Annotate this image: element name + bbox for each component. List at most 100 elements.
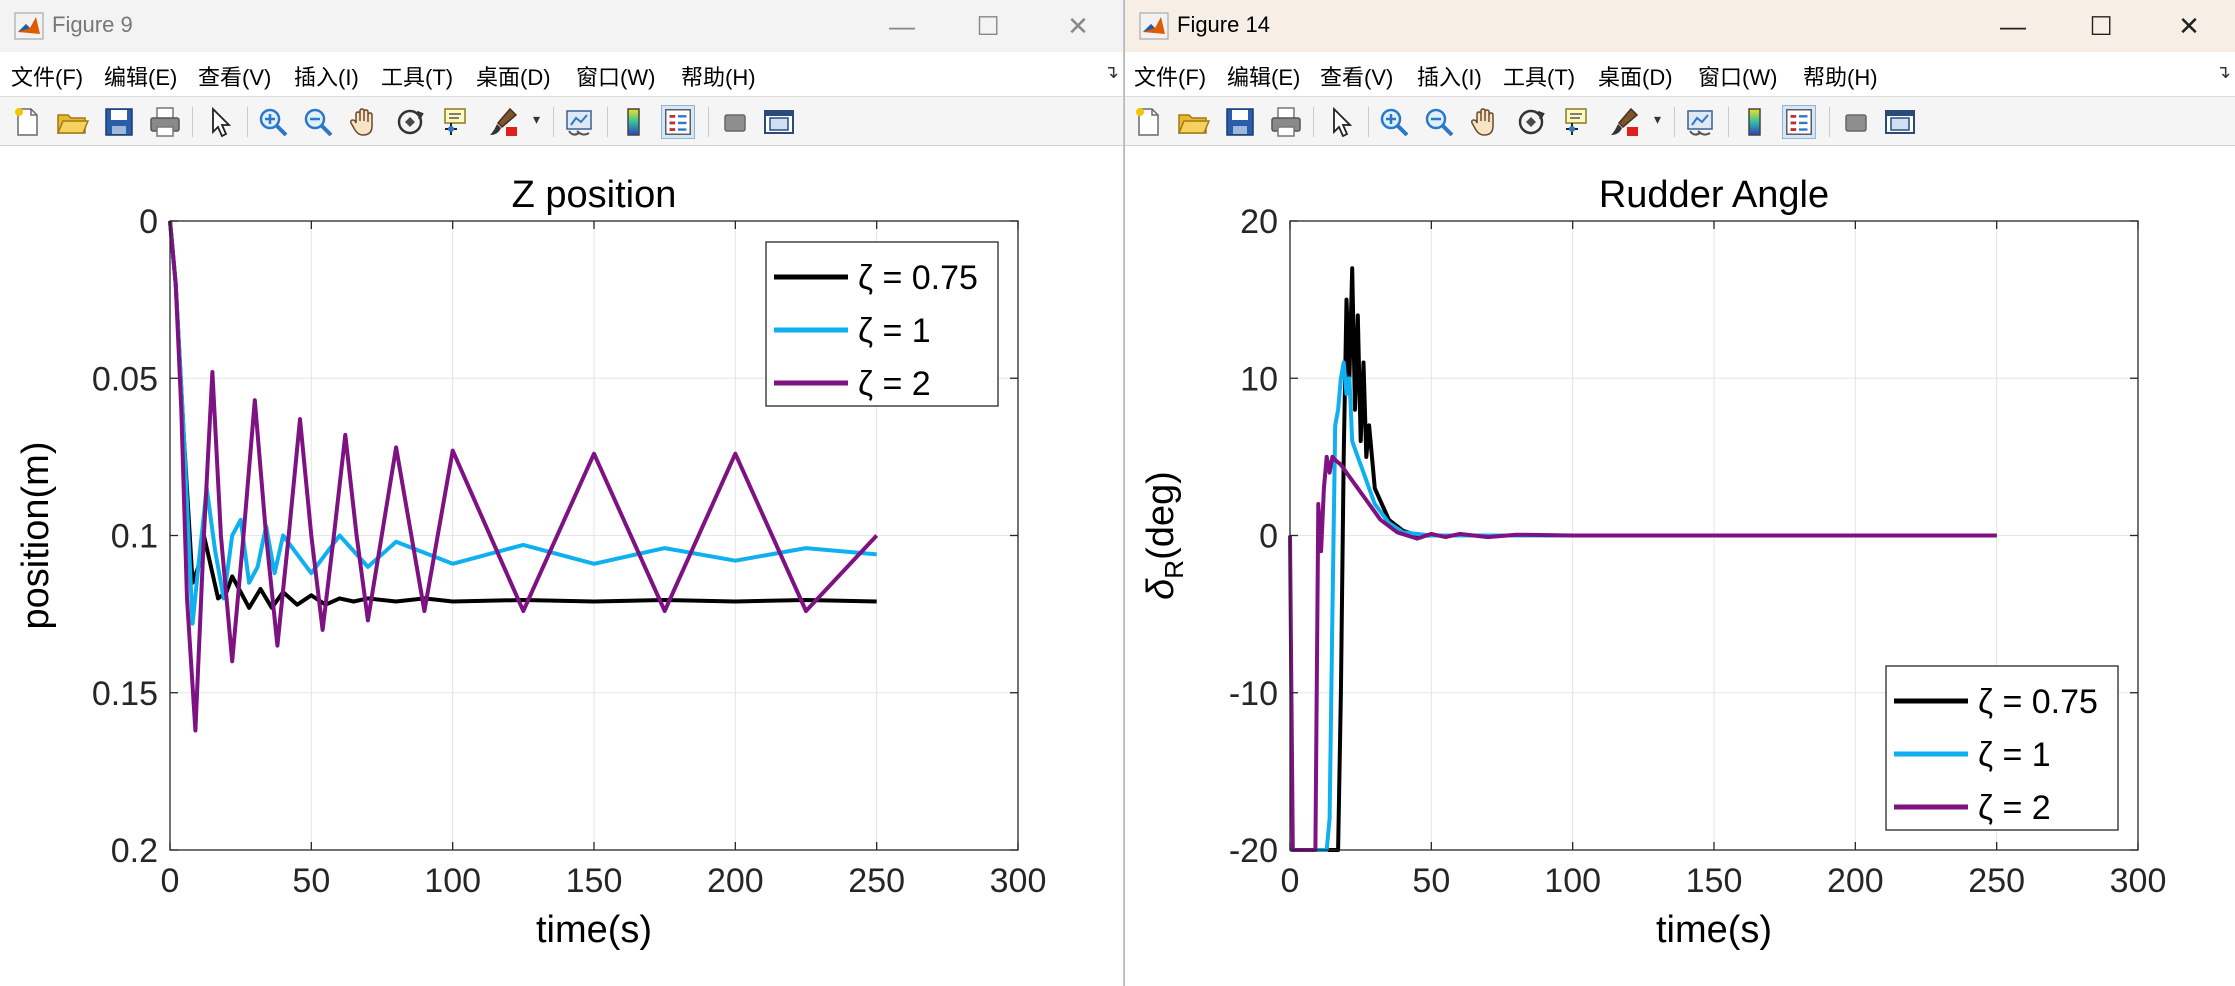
pan-hand-icon[interactable]	[1468, 105, 1502, 139]
maximize-icon: ☐	[976, 10, 1000, 41]
legend-label: ζ = 0.75	[858, 259, 978, 297]
menu-insert[interactable]: 插入(I)	[294, 65, 359, 90]
link-plot-icon[interactable]	[563, 105, 597, 139]
brush-icon[interactable]	[486, 105, 520, 139]
y-tick-label: 0.1	[111, 518, 158, 556]
print-icon[interactable]	[148, 105, 182, 139]
brush-dropdown-icon[interactable]: ▾	[533, 111, 541, 127]
new-figure-icon[interactable]	[1131, 105, 1165, 139]
legend-icon[interactable]	[1782, 105, 1816, 139]
menu-tools[interactable]: 工具(T)	[1503, 65, 1576, 90]
show-plot-tools-icon[interactable]	[1883, 105, 1917, 139]
menu-overflow-icon[interactable]: ↴	[2215, 62, 2231, 82]
series-line	[1288, 454, 1997, 852]
save-icon[interactable]	[1223, 105, 1257, 139]
save-icon[interactable]	[102, 105, 136, 139]
menu-edit[interactable]: 编辑(E)	[104, 65, 178, 90]
title-bar[interactable]: Figure 9 — ☐ ✕	[0, 0, 1123, 52]
data-cursor-icon[interactable]	[1560, 105, 1594, 139]
menu-help[interactable]: 帮助(H)	[681, 65, 756, 90]
pointer-icon[interactable]	[1324, 105, 1358, 139]
menu-view[interactable]: 查看(V)	[1320, 65, 1394, 90]
figure-toolbar: ▾	[1125, 96, 2235, 146]
menu-bar: 文件(F) 编辑(E) 查看(V) 插入(I) 工具(T) 桌面(D) 窗口(W…	[0, 52, 1123, 96]
zoom-in-icon[interactable]	[1377, 105, 1411, 139]
close-icon: ✕	[2178, 10, 2200, 41]
title-bar[interactable]: Figure 14 — ☐ ✕	[1125, 0, 2235, 52]
menu-view[interactable]: 查看(V)	[198, 65, 272, 90]
z-position-plot[interactable]: 0 50 100 150 200 250 300 0 0.05 0.1 0.15 0.2 Z posit…	[0, 147, 1124, 986]
menu-file[interactable]: 文件(F)	[1134, 65, 1207, 90]
window-title: Figure 9	[52, 12, 133, 37]
brush-dropdown-icon[interactable]: ▾	[1654, 111, 1662, 127]
print-icon[interactable]	[1269, 105, 1303, 139]
menu-desktop[interactable]: 桌面(D)	[476, 65, 551, 90]
legend-label: ζ = 0.75	[1978, 683, 2098, 721]
y-axis-label: δR(deg)	[1140, 471, 1189, 600]
legend-label: ζ = 1	[858, 312, 931, 350]
y-tick-label: 0.2	[111, 832, 158, 870]
x-tick-label: 200	[1827, 862, 1884, 900]
minimize-button[interactable]: —	[856, 0, 948, 52]
legend-box	[765, 241, 999, 407]
pointer-icon[interactable]	[203, 105, 237, 139]
menu-overflow-icon[interactable]: ↴	[1103, 62, 1119, 82]
zoom-in-icon[interactable]	[256, 105, 290, 139]
colorbar-icon[interactable]	[1738, 105, 1772, 139]
x-tick-label: 300	[990, 862, 1047, 900]
close-button[interactable]: ✕	[1032, 0, 1123, 52]
x-tick-label: 150	[1686, 862, 1743, 900]
brush-icon[interactable]	[1607, 105, 1641, 139]
rotate-3d-icon[interactable]	[393, 105, 427, 139]
pan-hand-icon[interactable]	[347, 105, 381, 139]
x-axis-label: time(s)	[1656, 909, 1772, 951]
y-tick-label: 0.15	[92, 675, 158, 713]
legend-label: ζ = 1	[1978, 736, 2051, 774]
x-tick-label: 300	[2110, 862, 2167, 900]
new-figure-icon[interactable]	[10, 105, 44, 139]
x-tick-label: 250	[1968, 862, 2025, 900]
minimize-button[interactable]: —	[1967, 0, 2059, 52]
x-tick-label: 150	[566, 862, 623, 900]
colorbar-icon[interactable]	[617, 105, 651, 139]
show-plot-tools-icon[interactable]	[762, 105, 796, 139]
x-axis-label: time(s)	[536, 909, 652, 951]
y-axis-label: position(m)	[15, 442, 57, 630]
toolbar-separator	[1728, 107, 1729, 137]
y-tick-label: -10	[1229, 675, 1278, 713]
y-tick-label: 0.05	[92, 360, 158, 398]
menu-file[interactable]: 文件(F)	[11, 65, 84, 90]
matlab-icon	[1139, 12, 1169, 40]
open-file-icon[interactable]	[55, 105, 89, 139]
menu-insert[interactable]: 插入(I)	[1417, 65, 1482, 90]
open-file-icon[interactable]	[1176, 105, 1210, 139]
hide-plot-tools-icon[interactable]	[718, 105, 752, 139]
legend-icon[interactable]	[661, 105, 695, 139]
maximize-button[interactable]: ☐	[942, 0, 1034, 52]
maximize-button[interactable]: ☐	[2055, 0, 2147, 52]
figure-window-9: Figure 9 — ☐ ✕ 文件(F) 编辑(E) 查看(V) 插入(I) 工…	[0, 0, 1124, 986]
series-line	[168, 220, 877, 626]
x-tick-label: 200	[707, 862, 764, 900]
plot-area: 0 50 100 150 200 250 300 -20 -10 0 10 20 Rudder Angl…	[1125, 147, 2235, 986]
close-button[interactable]: ✕	[2143, 0, 2235, 52]
menu-edit[interactable]: 编辑(E)	[1227, 65, 1301, 90]
x-tick-label: 100	[424, 862, 481, 900]
y-tick-label: 0	[1259, 518, 1278, 556]
rotate-3d-icon[interactable]	[1514, 105, 1548, 139]
link-plot-icon[interactable]	[1684, 105, 1718, 139]
menu-window[interactable]: 窗口(W)	[576, 65, 656, 90]
close-icon: ✕	[1067, 10, 1089, 41]
zoom-out-icon[interactable]	[301, 105, 335, 139]
rudder-angle-plot[interactable]: 0 50 100 150 200 250 300 -20 -10 0 10 20 Rudder Angl…	[1125, 147, 2235, 986]
hide-plot-tools-icon[interactable]	[1839, 105, 1873, 139]
matlab-icon	[14, 12, 44, 40]
menu-desktop[interactable]: 桌面(D)	[1598, 65, 1673, 90]
data-cursor-icon[interactable]	[439, 105, 473, 139]
toolbar-separator	[1829, 107, 1830, 137]
menu-help[interactable]: 帮助(H)	[1803, 65, 1878, 90]
menu-tools[interactable]: 工具(T)	[381, 65, 454, 90]
zoom-out-icon[interactable]	[1422, 105, 1456, 139]
menu-window[interactable]: 窗口(W)	[1698, 65, 1778, 90]
y-tick-label: 10	[1240, 360, 1278, 398]
